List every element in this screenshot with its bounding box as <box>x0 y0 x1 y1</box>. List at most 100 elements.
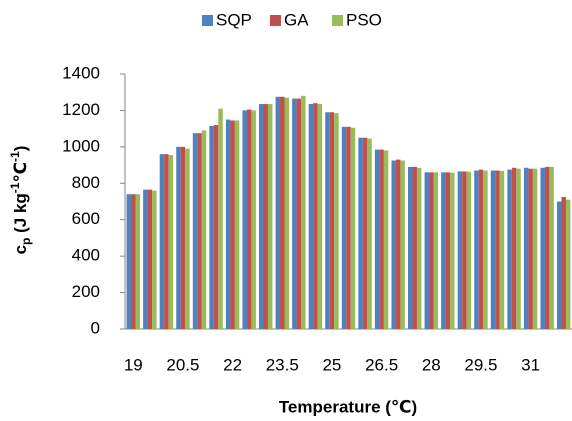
bar <box>313 103 318 330</box>
bar <box>185 148 190 329</box>
y-tick-label: 200 <box>72 282 100 301</box>
y-label-part: (J kg <box>11 193 30 237</box>
bar <box>126 194 132 329</box>
bar <box>218 108 223 329</box>
bar <box>246 109 252 330</box>
bar <box>147 189 153 329</box>
legend-label: SQP <box>216 10 252 29</box>
x-tick-label: 29.5 <box>464 355 497 374</box>
bar <box>408 166 413 329</box>
y-label-part: -1 <box>8 151 22 162</box>
bar <box>478 169 484 329</box>
bar <box>152 190 157 329</box>
legend-swatch <box>202 15 213 26</box>
bar <box>383 150 389 329</box>
y-tick-label: 800 <box>72 173 100 192</box>
bar <box>466 171 472 329</box>
x-tick-label: 31 <box>521 355 540 374</box>
bar <box>234 120 240 329</box>
bar <box>549 166 554 329</box>
bar <box>557 201 562 329</box>
bar <box>516 168 521 329</box>
x-tick-label: 28 <box>422 355 441 374</box>
bar <box>424 172 430 329</box>
bar <box>325 112 330 329</box>
bar <box>225 119 231 330</box>
bar <box>192 133 198 329</box>
bar <box>441 172 446 329</box>
bar <box>495 170 500 329</box>
bar <box>267 104 273 329</box>
bar <box>242 110 247 329</box>
bar <box>540 167 545 329</box>
y-axis-title: cp (J kg-1℃-1) <box>8 146 33 255</box>
y-tick-label: 1200 <box>62 100 100 119</box>
bar <box>334 113 339 330</box>
y-label-part: ) <box>11 146 30 152</box>
bar <box>275 96 281 330</box>
bar <box>329 112 335 329</box>
bar <box>251 110 256 329</box>
bar <box>143 189 148 329</box>
bar <box>507 169 512 329</box>
bar <box>301 95 306 329</box>
x-tick-label: 23.5 <box>266 355 299 374</box>
bar <box>561 196 566 329</box>
bar <box>391 160 396 329</box>
x-tick-label: 25 <box>322 355 341 374</box>
bar <box>341 126 347 329</box>
bar <box>412 166 417 329</box>
bar <box>292 98 297 329</box>
bar <box>528 168 533 329</box>
bar <box>263 104 268 329</box>
legend-swatch <box>332 15 343 26</box>
bar <box>180 146 186 329</box>
bar <box>168 155 174 329</box>
bar <box>433 172 438 329</box>
y-label-part: p <box>19 238 33 245</box>
bar <box>213 125 219 329</box>
bar <box>230 120 235 329</box>
bar <box>350 127 356 329</box>
x-axis-title: Temperature (℃) <box>279 397 417 416</box>
bar <box>544 166 550 329</box>
y-tick-label: 400 <box>72 246 100 265</box>
bar <box>197 133 202 329</box>
bar <box>296 98 302 329</box>
bar <box>284 97 289 329</box>
x-tick-label: 22 <box>223 355 242 374</box>
x-tick-label: 20.5 <box>166 355 199 374</box>
bar <box>523 167 529 329</box>
bar <box>445 172 451 329</box>
bar <box>367 138 372 329</box>
bar <box>317 104 323 329</box>
bar <box>457 171 463 329</box>
bar <box>450 172 455 329</box>
y-tick-label: 600 <box>72 209 100 228</box>
legend-swatch <box>270 15 281 26</box>
x-tick-label: 19 <box>124 355 143 374</box>
bar <box>511 167 517 329</box>
y-tick-label: 1000 <box>62 136 100 155</box>
x-tick-label: 26.5 <box>365 355 398 374</box>
bar <box>362 137 368 329</box>
bar <box>483 170 488 329</box>
y-tick-label: 1400 <box>62 63 100 82</box>
bar <box>462 171 467 329</box>
bar <box>532 168 538 329</box>
bar <box>499 170 505 329</box>
bar <box>395 159 401 329</box>
bar <box>416 167 422 329</box>
y-label-part: ℃ <box>11 162 30 183</box>
legend-label: GA <box>284 10 309 29</box>
bar <box>159 154 165 329</box>
legend-label: PSO <box>346 10 382 29</box>
bar <box>400 160 405 329</box>
bar <box>346 126 351 329</box>
bar <box>259 104 264 329</box>
y-label-part: c <box>11 245 30 254</box>
bar <box>280 96 285 330</box>
bar <box>308 104 314 329</box>
bar <box>374 149 380 329</box>
